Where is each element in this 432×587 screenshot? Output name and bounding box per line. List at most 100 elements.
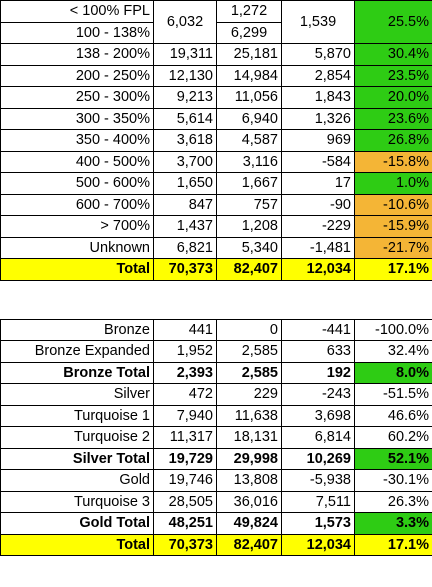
spacer-cell [216, 279, 282, 320]
table-row: < 100% FPL 6,032 1,272 1,539 25.5% [0, 0, 432, 44]
row-label: 138 - 200% [0, 43, 154, 66]
cell-col2: 18,131 [216, 426, 282, 449]
table-row: 200 - 250% 12,130 14,984 2,854 23.5% [0, 64, 432, 87]
row-label: 200 - 250% [0, 64, 154, 87]
cell-col1: 6,821 [153, 236, 217, 259]
cell-col4: 23.5% [354, 64, 432, 87]
cell-col1: 48,251 [153, 512, 217, 535]
cell-col1: 847 [153, 193, 217, 216]
table-row: Silver 472 229 -243 -51.5% [0, 383, 432, 406]
row-label: Bronze Total [0, 361, 154, 384]
cell-col3: -584 [281, 150, 355, 173]
cell-col3: -441 [281, 318, 355, 341]
cell-col4: -15.8% [354, 150, 432, 173]
row-label: 300 - 350% [0, 107, 154, 130]
cell-col3: 7,511 [281, 490, 355, 513]
total-row: Total 70,373 82,407 12,034 17.1% [0, 533, 432, 556]
row-label: Turquoise 3 [0, 490, 154, 513]
cell-col4: 46.6% [354, 404, 432, 427]
cell-col3: -90 [281, 193, 355, 216]
cell-col1: 3,700 [153, 150, 217, 173]
table-row: Bronze 441 0 -441 -100.0% [0, 318, 432, 341]
row-label: Total [0, 533, 154, 556]
cell-col2: 757 [216, 193, 282, 216]
cell-col1: 1,952 [153, 340, 217, 363]
cell-col4: -10.6% [354, 193, 432, 216]
cell-col2: 1,272 [216, 0, 282, 23]
row-label: Bronze [0, 318, 154, 341]
cell-col4: -15.9% [354, 215, 432, 238]
cell-col4: 1.0% [354, 172, 432, 195]
cell-col1: 7,940 [153, 404, 217, 427]
subtotal-row: Bronze Total 2,393 2,585 192 8.0% [0, 361, 432, 384]
row-label: Gold Total [0, 512, 154, 535]
cell-col3: 10,269 [281, 447, 355, 470]
cell-col4: 26.8% [354, 129, 432, 152]
table-row: 500 - 600% 1,650 1,667 17 1.0% [0, 172, 432, 195]
cell-col2: 1,667 [216, 172, 282, 195]
cell-col1: 1,650 [153, 172, 217, 195]
row-label: Turquoise 2 [0, 426, 154, 449]
cell-col3: -1,481 [281, 236, 355, 259]
subtotal-row: Gold Total 48,251 49,824 1,573 3.3% [0, 512, 432, 535]
cell-col3: 17 [281, 172, 355, 195]
table-row: 300 - 350% 5,614 6,940 1,326 23.6% [0, 107, 432, 130]
cell-col1: 19,311 [153, 43, 217, 66]
spacer-cell [281, 279, 355, 320]
spacer-cell [153, 279, 217, 320]
cell-col4: 52.1% [354, 447, 432, 470]
cell-col2: 25,181 [216, 43, 282, 66]
cell-col3: 2,854 [281, 64, 355, 87]
cell-col2: 0 [216, 318, 282, 341]
cell-col1: 2,393 [153, 361, 217, 384]
cell-col4: 20.0% [354, 86, 432, 109]
table-row: 350 - 400% 3,618 4,587 969 26.8% [0, 129, 432, 152]
cell-col2: 6,299 [216, 21, 282, 44]
row-label: Gold [0, 469, 154, 492]
cell-col3: 1,539 [281, 0, 355, 44]
row-label: 400 - 500% [0, 150, 154, 173]
table-row: Turquoise 3 28,505 36,016 7,511 26.3% [0, 490, 432, 513]
row-label: Unknown [0, 236, 154, 259]
cell-col2: 29,998 [216, 447, 282, 470]
row-label: 600 - 700% [0, 193, 154, 216]
row-label: 100 - 138% [0, 21, 154, 44]
row-label: Silver [0, 383, 154, 406]
cell-col1: 11,317 [153, 426, 217, 449]
cell-col3: 12,034 [281, 258, 355, 281]
cell-col2: 11,638 [216, 404, 282, 427]
cell-col2: 229 [216, 383, 282, 406]
cell-col1: 9,213 [153, 86, 217, 109]
cell-col4: -30.1% [354, 469, 432, 492]
cell-col1: 3,618 [153, 129, 217, 152]
cell-col4: 8.0% [354, 361, 432, 384]
cell-col1: 12,130 [153, 64, 217, 87]
cell-col4: 30.4% [354, 43, 432, 66]
cell-col4: -51.5% [354, 383, 432, 406]
table-row: 400 - 500% 3,700 3,116 -584 -15.8% [0, 150, 432, 173]
table-row: Bronze Expanded 1,952 2,585 633 32.4% [0, 340, 432, 363]
table-row: Gold 19,746 13,808 -5,938 -30.1% [0, 469, 432, 492]
cell-col1: 472 [153, 383, 217, 406]
cell-col1: 28,505 [153, 490, 217, 513]
enrollment-table: < 100% FPL 6,032 1,272 1,539 25.5% 100 -… [0, 0, 432, 556]
cell-col4: 60.2% [354, 426, 432, 449]
cell-col3: -229 [281, 215, 355, 238]
cell-col2: 6,940 [216, 107, 282, 130]
cell-col3: -243 [281, 383, 355, 406]
cell-col3: 5,870 [281, 43, 355, 66]
table-row: 138 - 200% 19,311 25,181 5,870 30.4% [0, 43, 432, 66]
table-body: < 100% FPL 6,032 1,272 1,539 25.5% 100 -… [0, 0, 432, 556]
table-row: Turquoise 1 7,940 11,638 3,698 46.6% [0, 404, 432, 427]
cell-col1: 1,437 [153, 215, 217, 238]
cell-col2: 14,984 [216, 64, 282, 87]
subtotal-row: Silver Total 19,729 29,998 10,269 52.1% [0, 447, 432, 470]
cell-col3: 969 [281, 129, 355, 152]
table-row: > 700% 1,437 1,208 -229 -15.9% [0, 215, 432, 238]
cell-col1: 19,746 [153, 469, 217, 492]
row-label: Bronze Expanded [0, 340, 154, 363]
cell-col1: 70,373 [153, 258, 217, 281]
row-label: > 700% [0, 215, 154, 238]
table-row: 250 - 300% 9,213 11,056 1,843 20.0% [0, 86, 432, 109]
table-row: Turquoise 2 11,317 18,131 6,814 60.2% [0, 426, 432, 449]
